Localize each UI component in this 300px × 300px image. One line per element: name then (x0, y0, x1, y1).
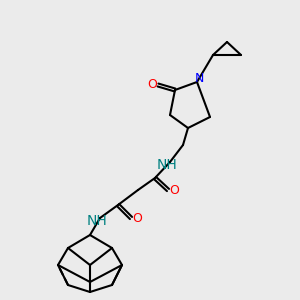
Text: NH: NH (157, 158, 177, 172)
Text: O: O (132, 212, 142, 224)
Text: O: O (147, 79, 157, 92)
Text: NH: NH (87, 214, 107, 228)
Text: N: N (194, 71, 204, 85)
Text: O: O (169, 184, 179, 196)
